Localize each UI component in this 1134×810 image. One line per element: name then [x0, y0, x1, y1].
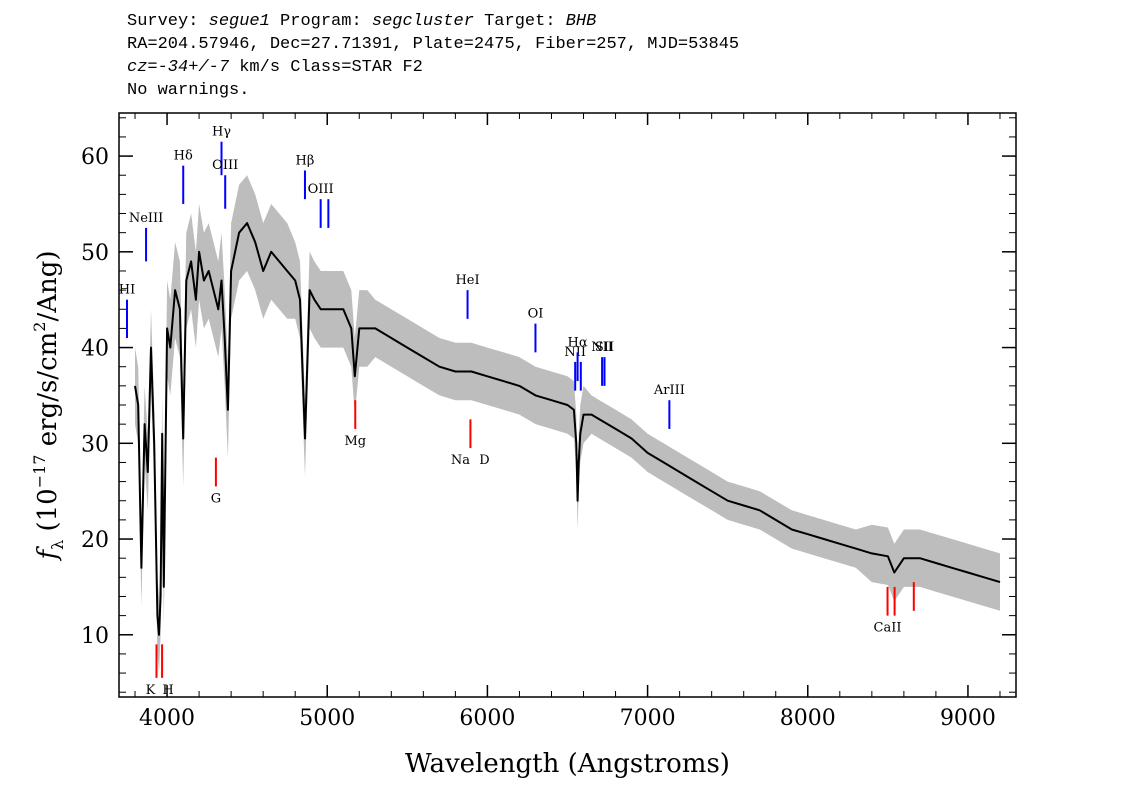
emission-line-label: OI: [528, 307, 544, 322]
emission-line-label: ArIII: [653, 383, 685, 398]
emission-line-label: NII: [564, 345, 586, 360]
spectrum-line: [134, 222, 1001, 636]
emission-line-label: OIII: [308, 182, 334, 197]
y-axis-title: fλ (10−17 erg/s/cm2/Ang): [30, 250, 67, 561]
emission-line-label: NeIII: [129, 211, 163, 226]
cz-value: -34+/-7: [157, 58, 230, 77]
absorption-line-label: G: [211, 491, 221, 506]
y-tick-label: 10: [81, 624, 109, 649]
emission-line-label: HI: [119, 283, 135, 298]
x-tick-label: 9000: [940, 706, 996, 731]
emission-line-label: Hβ: [296, 153, 315, 168]
emission-line-label: NII: [591, 340, 613, 355]
emission-line-label: Hγ: [212, 125, 231, 140]
tick-layer: 4000 5000 6000 7000 8000 9000 10 20 30 40 50 60: [81, 113, 1016, 731]
target-label: Target:: [473, 12, 566, 31]
x-tick-label: 4000: [139, 706, 195, 731]
x-tick-label: 6000: [459, 706, 515, 731]
y-tick-label: 50: [81, 241, 109, 266]
class-text: km/s Class=STAR F2: [229, 58, 423, 77]
cz-label: cz: [127, 58, 148, 77]
y-tick-label: 20: [81, 528, 109, 553]
x-tick-label: 8000: [780, 706, 836, 731]
x-axis-title: Wavelength (Angstroms): [405, 749, 730, 779]
survey-label: Survey:: [127, 12, 209, 31]
absorption-line-label: CaII: [874, 621, 902, 636]
emission-line-label: HeI: [455, 273, 479, 288]
series-layer: [134, 222, 1001, 636]
program-value: segcluster: [371, 12, 474, 31]
absorption-line-label: Mg: [344, 434, 366, 449]
absorption-line-label: D: [479, 453, 489, 468]
header-line-warnings: No warnings.: [127, 81, 250, 100]
emission-line-label: SII: [595, 340, 614, 355]
noise-band-layer: [135, 175, 1000, 674]
cz-equals: =: [147, 58, 158, 77]
y-tick-label: 30: [81, 432, 109, 457]
header-line-redshift: cz=-34+/-7 km/s Class=STAR F2: [127, 56, 739, 79]
x-tick-label: 5000: [299, 706, 355, 731]
emission-line-label: Hδ: [174, 149, 193, 164]
absorption-line-label: K: [146, 683, 156, 698]
program-label: Program:: [269, 12, 372, 31]
x-tick-label: 7000: [620, 706, 676, 731]
emission-line-label: OIII: [212, 158, 238, 173]
y-tick-label: 60: [81, 145, 109, 170]
spectrum-header: Survey: segue1 Program: segcluster Targe…: [127, 10, 739, 102]
y-tick-label: 40: [81, 337, 109, 362]
absorption-line-label: Na: [451, 453, 470, 468]
emission-line-label: Hα: [568, 335, 588, 350]
noise-band: [135, 175, 1000, 674]
absorption-line-label: H: [162, 683, 173, 698]
header-line-coordinates: RA=204.57946, Dec=27.71391, Plate=2475, …: [127, 35, 740, 54]
survey-value: segue1: [208, 12, 270, 31]
target-value: BHB: [565, 12, 597, 31]
header-line-survey: Survey: segue1 Program: segcluster Targe…: [127, 10, 739, 33]
